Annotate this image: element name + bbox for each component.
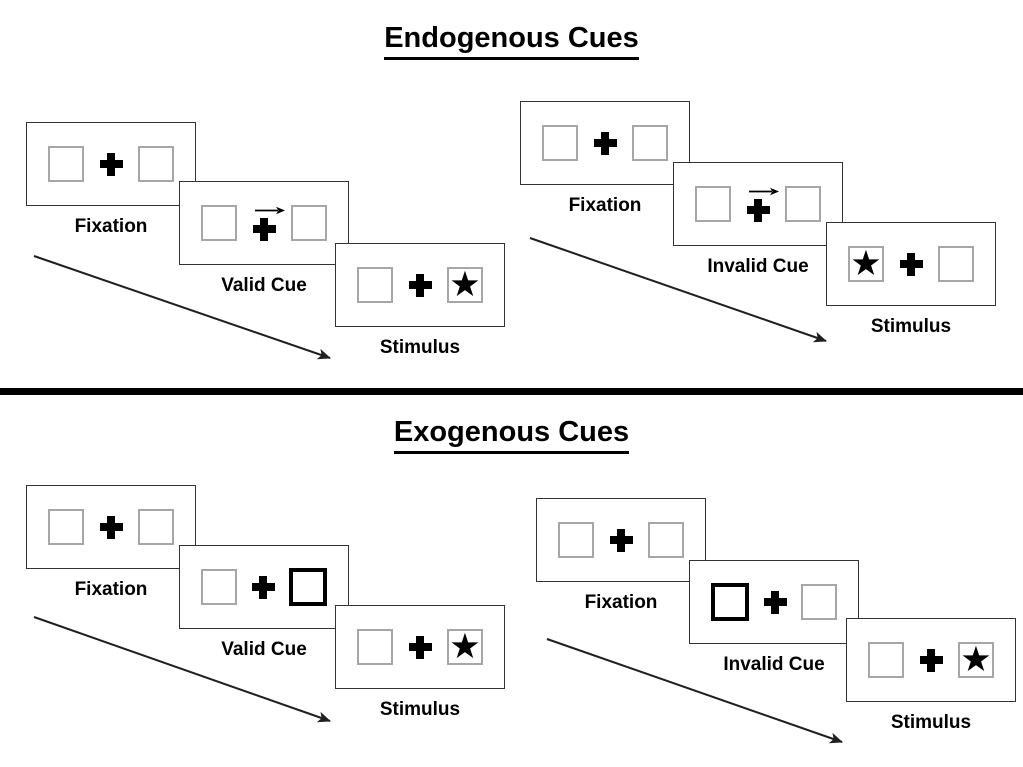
right-pointing-cue-arrow-icon	[749, 187, 779, 195]
left-placeholder-box	[48, 509, 84, 545]
screen-panel	[689, 560, 859, 644]
fixation-cross	[99, 152, 123, 176]
section-divider	[0, 388, 1023, 395]
frame-endo-valid-stimulus: ★ Stimulus	[335, 243, 505, 359]
timeline-arrow-exogenous-invalid	[546, 638, 843, 744]
screen-panel	[26, 485, 196, 569]
left-placeholder-box	[201, 205, 237, 241]
frame-endo-invalid-cue: Invalid Cue	[673, 162, 843, 278]
frame-label: Valid Cue	[221, 639, 307, 660]
left-placeholder-box	[357, 267, 393, 303]
fixation-cross	[609, 528, 633, 552]
frame-label: Invalid Cue	[707, 256, 809, 277]
exogenous-title-text: Exogenous Cues	[393, 416, 630, 454]
fixation-cross	[919, 648, 943, 672]
star-stimulus-icon: ★	[850, 243, 882, 283]
left-placeholder-box	[695, 186, 731, 222]
right-highlighted-cue-box	[289, 568, 327, 606]
right-placeholder-box	[138, 509, 174, 545]
frame-exo-invalid-stimulus: ★ Stimulus	[846, 618, 1016, 734]
fixation-cross	[99, 515, 123, 539]
fixation-cross	[593, 131, 617, 155]
exogenous-section-title: Exogenous Cues	[0, 416, 1023, 454]
frame-endo-valid-cue: Valid Cue	[179, 181, 349, 297]
fixation-cross	[408, 273, 432, 297]
right-target-box: ★	[958, 642, 994, 678]
screen-panel: ★	[826, 222, 996, 306]
frame-label: Stimulus	[379, 699, 461, 720]
left-placeholder-box	[558, 522, 594, 558]
frame-label: Stimulus	[379, 337, 461, 358]
frame-exo-valid-cue: Valid Cue	[179, 545, 349, 661]
right-target-box: ★	[447, 267, 483, 303]
right-placeholder-box	[938, 246, 974, 282]
frame-exo-invalid-fixation: Fixation	[536, 498, 706, 614]
frame-label: Fixation	[584, 592, 658, 613]
right-target-box: ★	[447, 629, 483, 665]
frame-label: Fixation	[74, 579, 148, 600]
screen-panel	[536, 498, 706, 582]
left-placeholder-box	[542, 125, 578, 161]
left-placeholder-box	[357, 629, 393, 665]
screen-panel	[179, 181, 349, 265]
right-placeholder-box	[632, 125, 668, 161]
right-pointing-cue-arrow-icon	[255, 206, 285, 214]
frame-label: Invalid Cue	[723, 654, 825, 675]
right-placeholder-box	[291, 205, 327, 241]
left-placeholder-box	[868, 642, 904, 678]
endogenous-section-title: Endogenous Cues	[0, 22, 1023, 60]
right-placeholder-box	[648, 522, 684, 558]
frame-endo-valid-fixation: Fixation	[26, 122, 196, 238]
right-placeholder-box	[785, 186, 821, 222]
fixation-cross	[746, 198, 770, 222]
left-placeholder-box	[48, 146, 84, 182]
fixation-cross	[763, 590, 787, 614]
frame-exo-valid-fixation: Fixation	[26, 485, 196, 601]
frame-label: Stimulus	[890, 712, 972, 733]
fixation-cross	[252, 217, 276, 241]
screen-panel	[179, 545, 349, 629]
fixation-cross	[408, 635, 432, 659]
star-stimulus-icon: ★	[960, 639, 992, 679]
screen-panel	[26, 122, 196, 206]
frame-label: Fixation	[74, 216, 148, 237]
right-placeholder-box	[138, 146, 174, 182]
screen-panel: ★	[335, 605, 505, 689]
left-highlighted-cue-box	[711, 583, 749, 621]
frame-endo-invalid-stimulus: ★ Stimulus	[826, 222, 996, 338]
screen-panel	[520, 101, 690, 185]
frame-exo-valid-stimulus: ★ Stimulus	[335, 605, 505, 721]
timeline-arrow-endogenous-invalid	[529, 237, 827, 343]
frame-endo-invalid-fixation: Fixation	[520, 101, 690, 217]
frame-exo-invalid-cue: Invalid Cue	[689, 560, 859, 676]
fixation-cross	[251, 575, 275, 599]
frame-label: Stimulus	[870, 316, 952, 337]
screen-panel	[673, 162, 843, 246]
star-stimulus-icon: ★	[449, 264, 481, 304]
timeline-arrow-exogenous-valid	[33, 616, 331, 723]
right-placeholder-box	[801, 584, 837, 620]
frame-label: Valid Cue	[221, 275, 307, 296]
timeline-arrow-endogenous-valid	[33, 255, 331, 360]
screen-panel: ★	[846, 618, 1016, 702]
screen-panel: ★	[335, 243, 505, 327]
fixation-cross	[899, 252, 923, 276]
star-stimulus-icon: ★	[449, 626, 481, 666]
left-placeholder-box	[201, 569, 237, 605]
frame-label: Fixation	[568, 195, 642, 216]
left-target-box: ★	[848, 246, 884, 282]
endogenous-title-text: Endogenous Cues	[384, 22, 639, 60]
